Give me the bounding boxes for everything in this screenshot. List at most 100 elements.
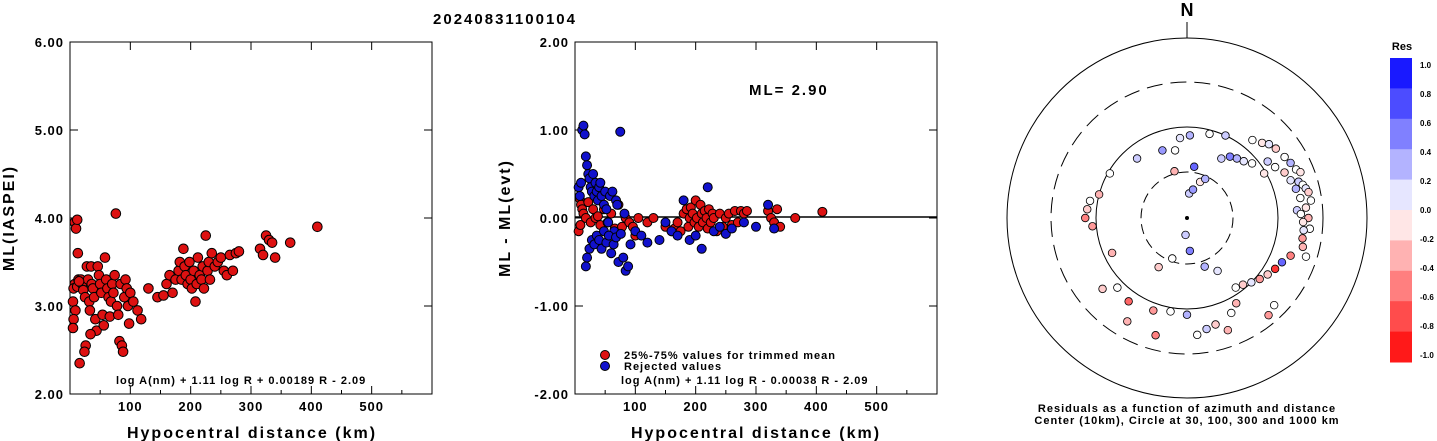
rejected-point [769, 223, 780, 234]
rejected-point [615, 228, 626, 239]
residual-point [1231, 283, 1240, 292]
colorbar-label: -0.4 [1420, 264, 1434, 273]
residual-point [1182, 310, 1192, 319]
residual-point [1098, 284, 1107, 294]
trimmed-point [633, 213, 644, 223]
x-tick-label: 200 [178, 399, 203, 414]
residual-point [1193, 330, 1202, 340]
rejected-point [636, 230, 647, 241]
rejected-point [580, 261, 591, 272]
residual-point [1264, 310, 1273, 320]
data-point [92, 261, 104, 272]
residual-point [1168, 254, 1177, 263]
x-tick-label: 500 [359, 399, 384, 414]
rejected-point [618, 252, 629, 263]
y-tick-label: 2.00 [540, 35, 569, 50]
residual-point [1296, 209, 1306, 219]
rejected-point [642, 237, 653, 248]
data-point [70, 305, 81, 316]
rejected-point [726, 223, 737, 234]
residual-point [1257, 138, 1267, 148]
left-points [67, 208, 323, 369]
residual-point [1271, 144, 1281, 153]
rejected-point [625, 239, 636, 250]
residual-point [1291, 184, 1301, 194]
rejected-point [588, 169, 599, 179]
data-point [206, 247, 218, 259]
residual-point [1238, 280, 1248, 289]
ring-300km [1050, 81, 1324, 355]
residual-point [1263, 270, 1272, 279]
y-tick-label: 6.00 [35, 35, 64, 50]
rejected-point [619, 208, 630, 219]
residual-point [1211, 320, 1220, 329]
left-x-axis: 100 200 300 400 500 [99, 42, 403, 414]
colorbar-label: 0.4 [1420, 148, 1432, 157]
colorbar-label: -0.8 [1420, 322, 1434, 331]
rejected-point [763, 199, 774, 210]
colorbar-labels: 1.0 0.8 0.6 0.4 0.2 0.0 -0.2 -0.4 -0.6 -0.8 -1.0 [1420, 61, 1434, 360]
rejected-point [576, 177, 587, 188]
residual-point [1185, 246, 1195, 256]
residual-point [1154, 262, 1163, 272]
middle-x-label: Hypocentral distance (km) [631, 425, 881, 441]
residual-point [1269, 300, 1279, 310]
data-point [200, 230, 212, 241]
x-tick-label: 300 [239, 399, 264, 414]
residual-point [1202, 324, 1211, 334]
data-point [269, 252, 281, 263]
residual-point [1088, 222, 1097, 231]
data-point [132, 305, 143, 316]
residual-point [1132, 154, 1142, 163]
rejected-point [678, 195, 689, 206]
colorbar-swatch [1390, 88, 1412, 120]
data-point [68, 313, 79, 325]
left-chart: 6.00 5.00 4.00 3.00 2.00 100 200 300 400 500 ML(… [1, 35, 433, 441]
left-y-axis: 6.00 5.00 4.00 3.00 2.00 [35, 35, 432, 402]
colorbar-label: -1.0 [1420, 351, 1434, 360]
residual-point [1270, 162, 1280, 172]
ring-30km [1140, 171, 1234, 265]
rejected-point [672, 230, 683, 241]
data-point [125, 287, 136, 299]
data-point [178, 243, 189, 255]
polar-caption-2: Center (10km), Circle at 30, 100, 300 an… [1034, 415, 1339, 427]
rejected-point [578, 120, 589, 131]
residual-point [1296, 193, 1305, 203]
rejected-point [601, 204, 612, 215]
rejected-point [580, 151, 591, 162]
colorbar-swatch [1390, 210, 1412, 241]
trimmed-point [772, 204, 783, 215]
rejected-point [595, 177, 606, 188]
data-point [312, 221, 323, 233]
residual-point [1081, 213, 1090, 223]
x-tick-label: 500 [864, 399, 889, 414]
residual-point [1213, 266, 1222, 276]
residual-point [1107, 248, 1117, 258]
residual-point [1105, 169, 1115, 178]
rejected-point [690, 230, 701, 241]
data-point [109, 269, 120, 281]
residual-point [1185, 131, 1195, 140]
data-point [79, 346, 90, 358]
middle-y-axis: 2.00 1.00 0.00 -1.00 -2.00 [534, 35, 937, 402]
rejected-point [696, 243, 707, 254]
north-label: N [1181, 0, 1194, 20]
legend-rejected-label: Rejected values [624, 361, 722, 373]
data-point [192, 252, 204, 263]
residual-point [1190, 162, 1199, 171]
residual-point [1277, 258, 1287, 267]
residual-point [1247, 159, 1257, 168]
x-tick-label: 100 [118, 399, 143, 414]
data-point [123, 318, 135, 329]
trimmed-point [648, 213, 659, 223]
residual-point [1301, 252, 1311, 261]
middle-points [573, 120, 828, 276]
rejected-point [603, 217, 614, 228]
residual-point [1286, 176, 1295, 185]
residual-point [1247, 278, 1256, 287]
x-tick-label: 100 [623, 399, 648, 414]
residual-point [1259, 169, 1269, 178]
data-point [167, 287, 178, 299]
